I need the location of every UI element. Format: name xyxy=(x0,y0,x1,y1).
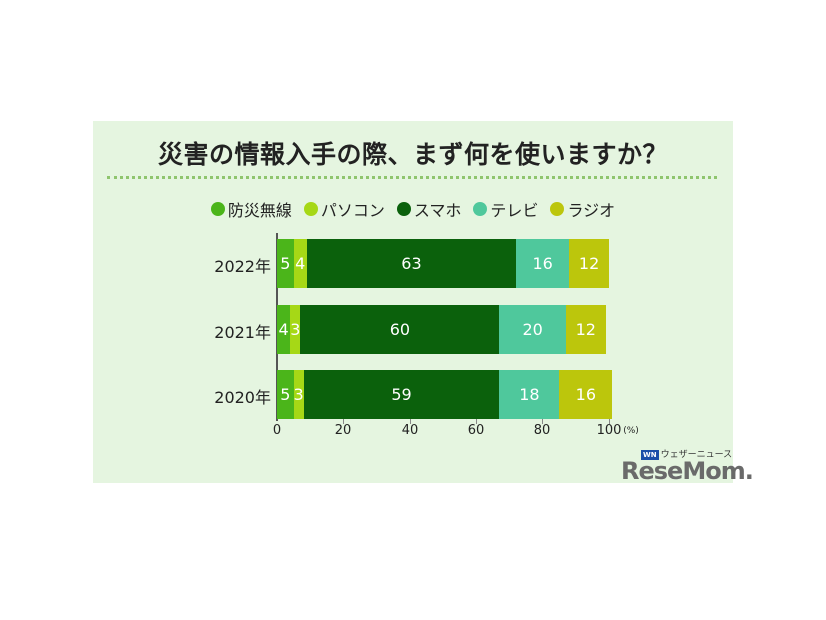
x-tick-label: 100 xyxy=(596,423,622,438)
resemom-logo: ReseMom. xyxy=(621,457,754,485)
x-tick-label: 40 xyxy=(401,423,419,438)
title-divider xyxy=(107,176,717,179)
bar-row-2022: 5 4 63 16 12 xyxy=(277,239,609,288)
bar-segment-radio: 12 xyxy=(565,305,606,354)
bar-segment-bousai: 5 xyxy=(277,239,294,288)
bar-segment-bousai: 5 xyxy=(277,370,294,419)
chart-title: 災害の情報入手の際、まず何を使いますか？ xyxy=(157,140,668,169)
legend-item-pc: パソコン xyxy=(303,197,385,221)
legend-label: スマホ xyxy=(413,201,462,220)
x-tick-label: 0 xyxy=(272,423,282,438)
legend-dot-icon xyxy=(396,202,411,216)
tick-mark xyxy=(542,419,543,424)
legend-item-tv: テレビ xyxy=(473,197,538,221)
legend: 防災無線 パソコン スマホ テレビ ラジオ xyxy=(93,197,733,221)
bar-segment-pc: 3 xyxy=(290,305,300,354)
bar-segment-smartphone: 60 xyxy=(300,305,500,354)
bar-segment-pc: 3 xyxy=(294,370,304,419)
bar-row-2021: 4 3 60 20 12 xyxy=(277,305,606,354)
tick-mark xyxy=(343,419,344,424)
legend-dot-icon xyxy=(210,202,225,216)
legend-dot-icon xyxy=(303,202,318,216)
x-tick-label: 20 xyxy=(334,423,352,438)
bar-segment-tv: 20 xyxy=(499,305,566,354)
legend-label: ラジオ xyxy=(567,201,616,220)
bar-segment-tv: 16 xyxy=(516,239,570,288)
legend-item-smartphone: スマホ xyxy=(396,197,462,221)
row-label-2021: 2021年 xyxy=(214,323,271,342)
row-label-2022: 2022年 xyxy=(214,257,271,276)
publisher-logo: WN ウェザーニュース ReseMom. xyxy=(621,447,754,485)
bar-segment-pc: 4 xyxy=(293,239,307,288)
bar-segment-tv: 18 xyxy=(499,370,560,419)
bar-row-2020: 5 3 59 18 16 xyxy=(277,370,613,419)
x-axis-unit: (%) xyxy=(623,426,639,436)
bar-segment-radio: 16 xyxy=(559,370,613,419)
bar-segment-smartphone: 59 xyxy=(303,370,500,419)
bar-segment-smartphone: 63 xyxy=(306,239,517,288)
legend-label: 防災無線 xyxy=(227,201,292,220)
weathernews-logo: WN ウェザーニュース xyxy=(641,447,732,460)
x-axis: 0 20 40 60 80 100 (%) xyxy=(93,419,733,443)
legend-label: テレビ xyxy=(490,201,539,220)
legend-item-radio: ラジオ xyxy=(550,197,615,221)
legend-dot-icon xyxy=(473,202,488,216)
legend-dot-icon xyxy=(550,202,565,216)
tick-mark xyxy=(410,419,411,424)
x-tick-label: 60 xyxy=(467,423,485,438)
legend-item-bousai: 防災無線 xyxy=(210,197,292,221)
legend-label: パソコン xyxy=(320,201,385,220)
bar-segment-bousai: 4 xyxy=(277,305,291,354)
row-label-2020: 2020年 xyxy=(214,388,271,407)
weathernews-badge-icon: WN xyxy=(641,450,659,460)
x-tick-label: 80 xyxy=(533,423,551,438)
weathernews-text: ウェザーニュース xyxy=(660,450,733,460)
tick-mark xyxy=(476,419,477,424)
tick-mark xyxy=(609,419,610,424)
bar-segment-radio: 12 xyxy=(569,239,609,288)
chart-panel: 災害の情報入手の際、まず何を使いますか？ 防災無線 パソコン スマホ テレビ ラ… xyxy=(93,121,754,485)
